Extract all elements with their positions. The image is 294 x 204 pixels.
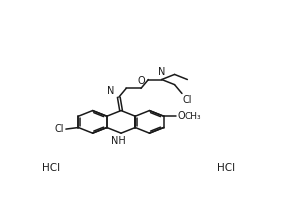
Text: N: N — [107, 86, 115, 96]
Text: Cl: Cl — [55, 124, 64, 134]
Text: O: O — [137, 76, 145, 86]
Text: N: N — [158, 68, 166, 78]
Text: HCl: HCl — [217, 163, 235, 173]
Text: Cl: Cl — [183, 95, 192, 105]
Text: O: O — [177, 111, 185, 121]
Text: NH: NH — [111, 136, 126, 146]
Text: HCl: HCl — [43, 163, 61, 173]
Text: CH₃: CH₃ — [185, 112, 201, 121]
